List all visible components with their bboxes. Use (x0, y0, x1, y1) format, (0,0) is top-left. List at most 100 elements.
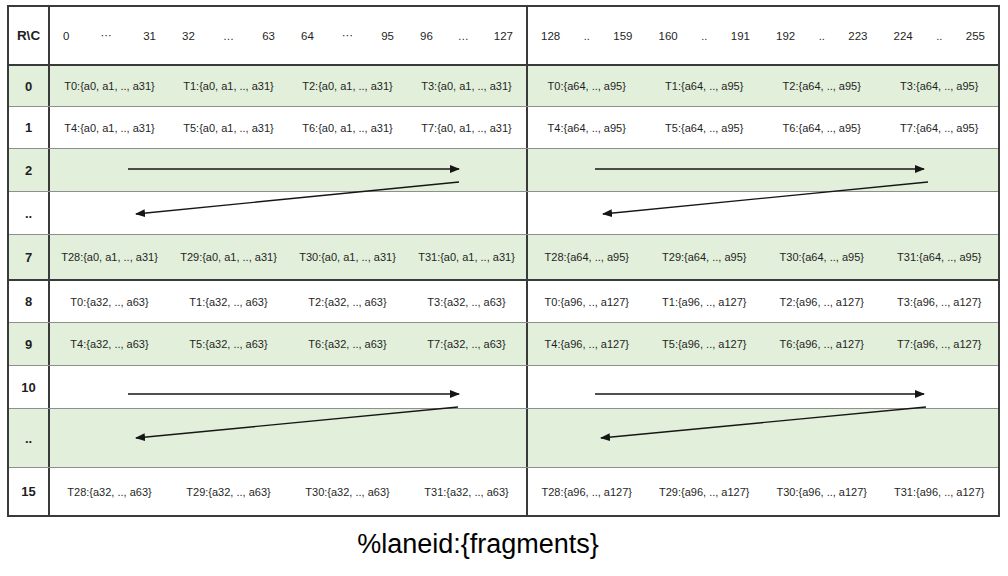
fragment-cell: T0:{a96, .., a127} (528, 296, 646, 308)
row-cells-right: T0:{a64, .., a95} T1:{a64, .., a95} T2:{… (528, 66, 998, 106)
arrow-region-right (528, 149, 998, 191)
fragment-cell: T2:{a32, .., a63} (288, 296, 407, 308)
table-row-arrow: .. (9, 191, 998, 234)
row-label: 1 (9, 107, 50, 148)
row-label: 0 (9, 66, 50, 106)
fragment-cell: T31:{a32, .., a63} (407, 486, 526, 498)
fragment-cell: T3:{a64, .., a95} (881, 80, 999, 92)
fragment-cell: T28:{a64, .., a95} (528, 251, 646, 263)
arrow-region-right (528, 366, 998, 408)
table-row: 7 T28:{a0, a1, .., a31} T29:{a0, a1, ..,… (9, 234, 998, 279)
row-cells-left: T4:{a0, a1, .., a31} T5:{a0, a1, .., a31… (50, 107, 528, 148)
fragment-cell: T28:{a0, a1, .., a31} (50, 251, 169, 263)
arrow-region-left (50, 366, 528, 408)
fragment-cell: T30:{a32, .., a63} (288, 486, 407, 498)
fragment-cell: T1:{a96, .., a127} (646, 296, 764, 308)
column-range: 160..191 (646, 7, 764, 64)
fragment-cell: T3:{a32, .., a63} (407, 296, 526, 308)
arrow-region-right (528, 409, 998, 467)
ellipsis: ⋯ (342, 29, 353, 42)
row-cells-right: T4:{a96, .., a127} T5:{a96, .., a127} T6… (528, 323, 998, 365)
fragment-cell: T28:{a32, .., a63} (50, 486, 169, 498)
fragment-cell: T3:{a96, .., a127} (881, 296, 999, 308)
fragment-cell: T30:{a64, .., a95} (763, 251, 881, 263)
arrow-region-left (50, 409, 528, 467)
row-cells-right: T4:{a64, .., a95} T5:{a64, .., a95} T6:{… (528, 107, 998, 148)
fragment-cell: T7:{a0, a1, .., a31} (407, 122, 526, 134)
column-range: 32…63 (169, 7, 288, 64)
ellipsis: … (223, 30, 234, 42)
table-row-arrow: 2 (9, 148, 998, 191)
fragment-cell: T5:{a0, a1, .., a31} (169, 122, 288, 134)
row-label: 10 (9, 366, 50, 408)
table-row: 1 T4:{a0, a1, .., a31} T5:{a0, a1, .., a… (9, 106, 998, 148)
fragment-cell: T5:{a64, .., a95} (646, 122, 764, 134)
table-row: 0 T0:{a0, a1, .., a31} T1:{a0, a1, .., a… (9, 64, 998, 106)
laneid-fragment-table: R\C 0⋯31 32…63 64⋯95 96…127 128..159 160… (7, 5, 1000, 517)
column-range: 192..223 (763, 7, 881, 64)
row-label: 2 (9, 149, 50, 191)
fragment-cell: T2:{a64, .., a95} (763, 80, 881, 92)
row-label: 9 (9, 323, 50, 365)
row-cells-right: T0:{a96, .., a127} T1:{a96, .., a127} T2… (528, 281, 998, 322)
row-col-corner-label: R\C (9, 7, 50, 64)
fragment-cell: T29:{a96, .., a127} (646, 486, 764, 498)
fragment-cell: T31:{a96, .., a127} (881, 486, 999, 498)
fragment-cell: T6:{a0, a1, .., a31} (288, 122, 407, 134)
fragment-cell: T6:{a96, .., a127} (763, 338, 881, 350)
fragment-cell: T31:{a0, a1, .., a31} (407, 251, 526, 263)
column-range: 96…127 (407, 7, 526, 64)
table-row-arrow: .. (9, 408, 998, 467)
ellipsis: … (458, 30, 469, 42)
fragment-cell: T2:{a0, a1, .., a31} (288, 80, 407, 92)
fragment-cell: T31:{a64, .., a95} (881, 251, 999, 263)
row-cells-left: T0:{a32, .., a63} T1:{a32, .., a63} T2:{… (50, 281, 528, 322)
fragment-cell: T29:{a64, .., a95} (646, 251, 764, 263)
row-cells-left: T28:{a0, a1, .., a31} T29:{a0, a1, .., a… (50, 235, 528, 279)
fragment-cell: T7:{a64, .., a95} (881, 122, 999, 134)
fragment-cell: T28:{a96, .., a127} (528, 486, 646, 498)
fragment-cell: T7:{a96, .., a127} (881, 338, 999, 350)
figure-caption: %laneid:{fragments} (0, 529, 956, 560)
column-range: 224..255 (881, 7, 999, 64)
fragment-cell: T6:{a32, .., a63} (288, 338, 407, 350)
fragment-cell: T29:{a32, .., a63} (169, 486, 288, 498)
ellipsis: .. (701, 30, 707, 42)
ellipsis: ⋯ (101, 29, 112, 42)
column-range: 128..159 (528, 7, 646, 64)
table-row: 8 T0:{a32, .., a63} T1:{a32, .., a63} T2… (9, 279, 998, 322)
ellipsis: .. (819, 30, 825, 42)
fragment-cell: T1:{a64, .., a95} (646, 80, 764, 92)
fragment-cell: T29:{a0, a1, .., a31} (169, 251, 288, 263)
header-row: R\C 0⋯31 32…63 64⋯95 96…127 128..159 160… (9, 7, 998, 64)
row-label: 7 (9, 235, 50, 279)
fragment-cell: T3:{a0, a1, .., a31} (407, 80, 526, 92)
row-label: .. (9, 192, 50, 234)
column-range: 64⋯95 (288, 7, 407, 64)
row-cells-left: T0:{a0, a1, .., a31} T1:{a0, a1, .., a31… (50, 66, 528, 106)
row-cells-right: T28:{a64, .., a95} T29:{a64, .., a95} T3… (528, 235, 998, 279)
fragment-cell: T6:{a64, .., a95} (763, 122, 881, 134)
header-columns-left: 0⋯31 32…63 64⋯95 96…127 (50, 7, 528, 64)
row-cells-left: T28:{a32, .., a63} T29:{a32, .., a63} T3… (50, 468, 528, 515)
table-row-arrow: 10 (9, 365, 998, 408)
fragment-cell: T4:{a32, .., a63} (50, 338, 169, 350)
table-row: 15 T28:{a32, .., a63} T29:{a32, .., a63}… (9, 467, 998, 515)
arrow-region-left (50, 192, 528, 234)
fragment-cell: T5:{a32, .., a63} (169, 338, 288, 350)
fragment-cell: T1:{a32, .., a63} (169, 296, 288, 308)
fragment-cell: T1:{a0, a1, .., a31} (169, 80, 288, 92)
row-label: 15 (9, 468, 50, 515)
arrow-region-left (50, 149, 528, 191)
row-cells-right: T28:{a96, .., a127} T29:{a96, .., a127} … (528, 468, 998, 515)
row-cells-left: T4:{a32, .., a63} T5:{a32, .., a63} T6:{… (50, 323, 528, 365)
ellipsis: .. (936, 30, 942, 42)
fragment-cell: T0:{a0, a1, .., a31} (50, 80, 169, 92)
table-row: 9 T4:{a32, .., a63} T5:{a32, .., a63} T6… (9, 322, 998, 365)
column-range: 0⋯31 (50, 7, 169, 64)
fragment-cell: T5:{a96, .., a127} (646, 338, 764, 350)
fragment-cell: T30:{a96, .., a127} (763, 486, 881, 498)
fragment-cell: T7:{a32, .., a63} (407, 338, 526, 350)
fragment-cell: T2:{a96, .., a127} (763, 296, 881, 308)
fragment-cell: T4:{a0, a1, .., a31} (50, 122, 169, 134)
